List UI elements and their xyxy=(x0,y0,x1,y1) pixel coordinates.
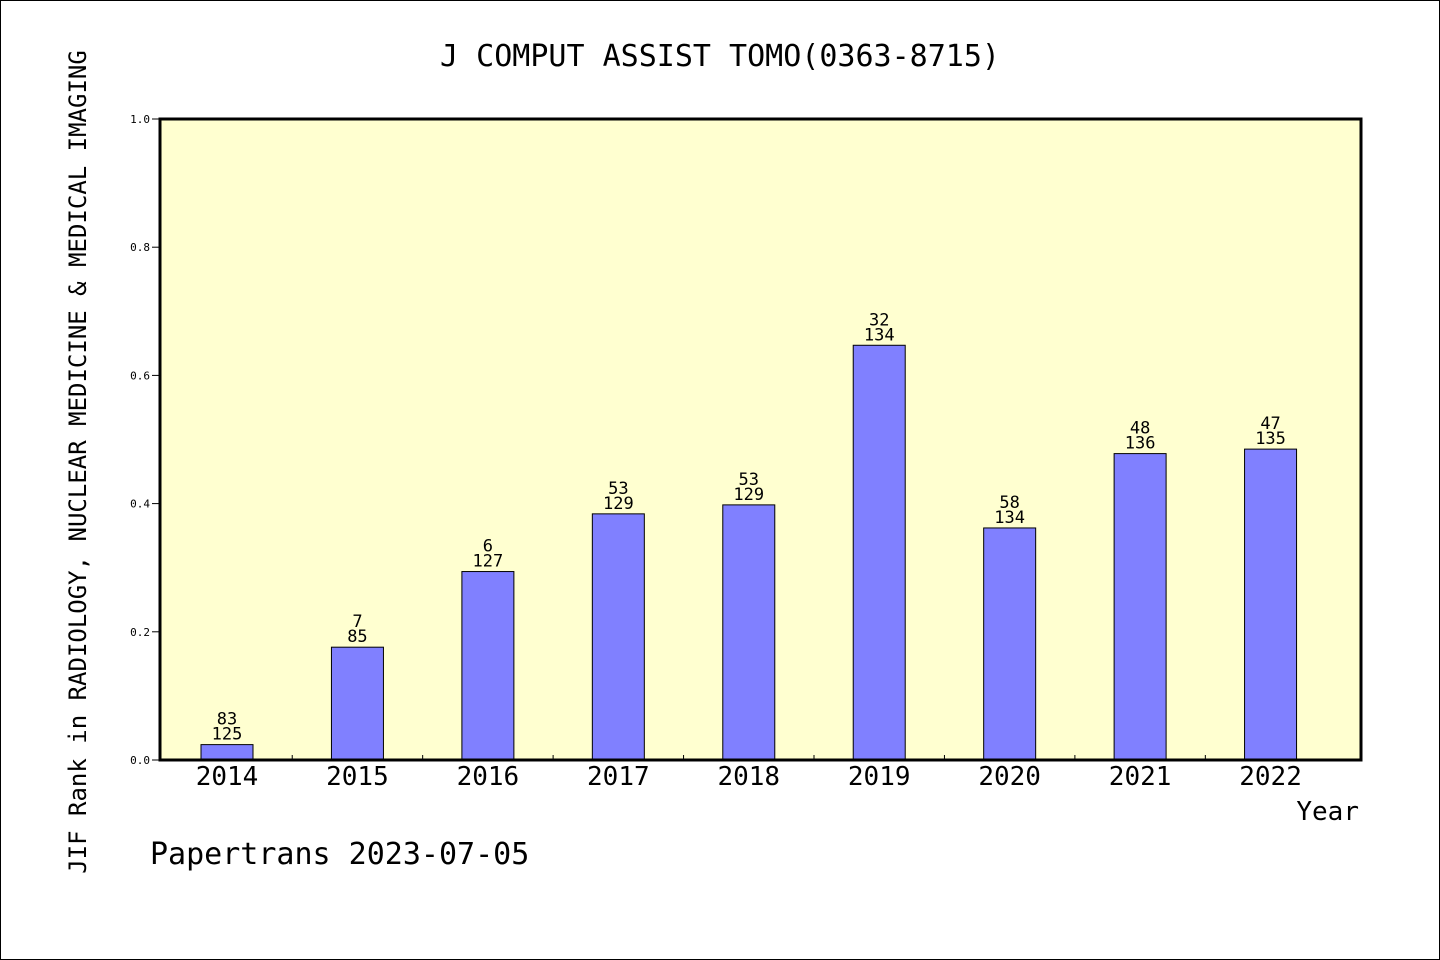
data-label-total-2019: 134 xyxy=(864,325,895,345)
data-label-total-2021: 136 xyxy=(1125,434,1156,454)
x-tick-label-2021: 2021 xyxy=(1109,762,1172,792)
bar-2017 xyxy=(591,513,645,761)
data-label-rank-2021: 48 xyxy=(1130,419,1150,439)
data-label-total-2014: 125 xyxy=(212,725,243,745)
y-tick-label-0.0: 0.0 xyxy=(130,754,150,767)
x-tick-label-2017: 2017 xyxy=(587,762,650,792)
x-axis-label: Year xyxy=(1296,797,1359,827)
bar-2015 xyxy=(330,646,384,761)
plot-border xyxy=(158,117,1363,762)
y-ticks-group: 0.0 0.2 0.4 0.6 0.8 1.0 xyxy=(130,113,160,767)
bars-group xyxy=(200,344,1298,761)
data-label-total-2015: 85 xyxy=(347,627,367,647)
bar-2020 xyxy=(983,527,1037,761)
bar-2014 xyxy=(200,744,254,761)
bar-2022 xyxy=(1244,448,1298,761)
y-tick-label-0.8: 0.8 xyxy=(130,241,150,254)
y-tick-label-0.6: 0.6 xyxy=(130,369,150,382)
x-tick-label-2020: 2020 xyxy=(978,762,1041,792)
data-label-total-2018: 129 xyxy=(733,485,764,505)
data-label-rank-2014: 83 xyxy=(217,710,237,730)
y-tick-label-0.4: 0.4 xyxy=(130,498,150,511)
data-label-rank-2016: 6 xyxy=(483,537,493,557)
y-tick-label-1.0: 1.0 xyxy=(130,113,150,126)
data-label-rank-2019: 32 xyxy=(869,310,889,330)
chart-title: J COMPUT ASSIST TOMO(0363-8715) xyxy=(440,39,1000,74)
bar-2021 xyxy=(1113,453,1167,761)
bar-2018 xyxy=(722,504,776,761)
data-label-rank-2022: 47 xyxy=(1260,414,1280,434)
data-label-total-2022: 135 xyxy=(1255,429,1286,449)
x-tick-label-2019: 2019 xyxy=(848,762,911,792)
x-ticks-group: 2014 2015 2016 2017 2018 2019 2020 2021 2022 xyxy=(196,755,1302,792)
bar-2016 xyxy=(461,571,515,761)
bar-2019 xyxy=(852,344,906,761)
y-tick-label-0.2: 0.2 xyxy=(130,626,150,639)
data-label-total-2020: 134 xyxy=(994,508,1025,528)
x-tick-label-2022: 2022 xyxy=(1239,762,1302,792)
footer-credit: Papertrans 2023-07-05 xyxy=(150,837,529,872)
y-axis-label: JIF Rank in RADIOLOGY, NUCLEAR MEDICINE … xyxy=(64,50,92,874)
data-label-rank-2020: 58 xyxy=(999,493,1019,513)
data-label-rank-2018: 53 xyxy=(739,470,759,490)
data-label-rank-2017: 53 xyxy=(608,479,628,499)
x-tick-label-2015: 2015 xyxy=(326,762,389,792)
data-label-total-2016: 127 xyxy=(473,552,504,572)
data-label-total-2017: 129 xyxy=(603,494,634,514)
x-tick-label-2014: 2014 xyxy=(196,762,259,792)
x-tick-label-2018: 2018 xyxy=(717,762,780,792)
x-tick-label-2016: 2016 xyxy=(457,762,520,792)
data-label-rank-2015: 7 xyxy=(352,612,362,632)
data-labels-group: 8312578561275312953129321345813448136471… xyxy=(212,310,1286,744)
